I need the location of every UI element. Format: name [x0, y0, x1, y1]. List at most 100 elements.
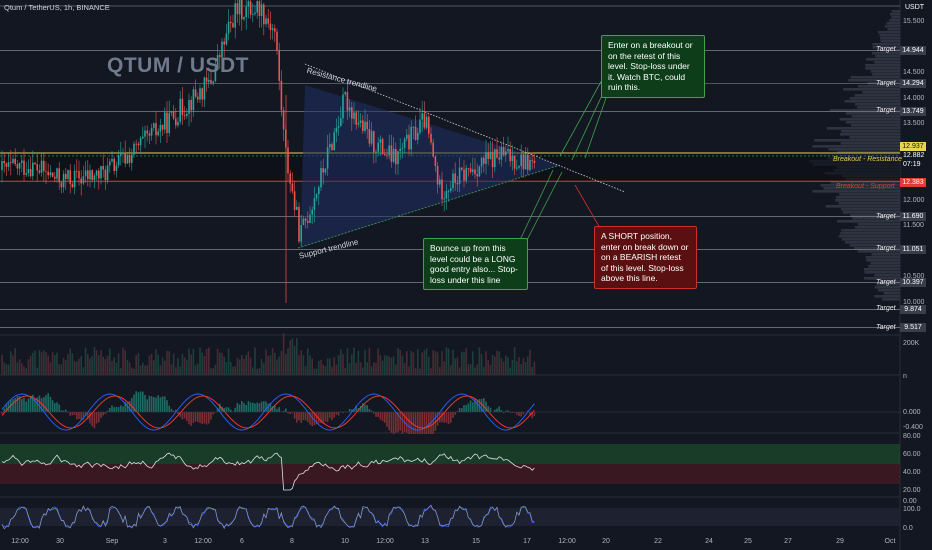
- volume-bar: [157, 354, 159, 375]
- macd-histogram-bar: [192, 412, 195, 424]
- macd-histogram-bar: [379, 412, 382, 420]
- volume-bar: [439, 367, 441, 375]
- volume-bar: [36, 367, 38, 375]
- candle-body: [219, 54, 221, 58]
- macd-histogram-bar: [133, 394, 135, 412]
- time-tick-label: 3: [163, 538, 167, 545]
- candle-body: [300, 225, 302, 242]
- volume-bar: [307, 348, 309, 375]
- volume-profile-bar: [840, 142, 900, 145]
- candle-body: [78, 171, 80, 179]
- volume-bar: [533, 361, 536, 375]
- short-note[interactable]: A SHORT position, enter on break down or…: [594, 226, 697, 289]
- macd-histogram-bar: [230, 409, 232, 412]
- volume-bar: [353, 347, 355, 375]
- volume-profile-bar: [841, 130, 900, 133]
- candle-body: [472, 169, 474, 173]
- candle-body: [225, 33, 228, 45]
- macd-histogram-bar: [335, 412, 338, 415]
- candle-body: [298, 206, 300, 242]
- volume-profile-bar: [872, 43, 900, 46]
- macd-histogram-bar: [269, 402, 272, 412]
- volume-profile-bar: [845, 112, 900, 115]
- candle-body: [142, 136, 144, 139]
- volume-bar: [529, 349, 531, 375]
- volume-bar: [322, 364, 324, 375]
- resistance-trendline: [304, 63, 626, 193]
- volume-profile-bar: [844, 100, 900, 103]
- volume-bar: [115, 362, 118, 375]
- macd-histogram-bar: [148, 395, 151, 412]
- candle-body: [60, 182, 63, 188]
- candle-body: [324, 168, 327, 173]
- volume-bar: [478, 347, 481, 375]
- candle-body: [516, 167, 518, 169]
- macd-histogram-bar: [49, 396, 52, 412]
- breakout-note[interactable]: Enter on a breakout or on the retest of …: [601, 35, 705, 98]
- macd-histogram-bar: [168, 405, 170, 412]
- macd-histogram-bar: [219, 403, 221, 412]
- volume-bar: [430, 368, 432, 375]
- candle-body: [155, 123, 157, 136]
- candle-body: [223, 41, 225, 45]
- volume-bar: [370, 366, 373, 375]
- candle-body: [500, 146, 503, 160]
- candle-body: [293, 191, 296, 210]
- candle-body: [170, 111, 173, 113]
- volume-bar: [236, 357, 239, 375]
- macd-histogram-bar: [324, 412, 327, 422]
- volume-bar: [315, 368, 318, 375]
- volume-bar: [375, 362, 377, 375]
- volume-bar: [254, 347, 256, 375]
- macd-histogram-bar: [21, 399, 23, 412]
- volume-bar: [443, 361, 445, 375]
- candle-body: [12, 158, 14, 163]
- volume-bar: [406, 351, 408, 375]
- candle-body: [483, 157, 485, 164]
- macd-histogram-bar: [23, 397, 25, 412]
- volume-bar: [188, 348, 190, 375]
- volume-bar: [344, 368, 346, 375]
- volume-profile-bar: [836, 196, 900, 199]
- volume-bar: [38, 349, 41, 375]
- stoch-band: [0, 508, 900, 526]
- volume-profile-bar: [884, 25, 900, 28]
- volume-bar: [516, 361, 518, 375]
- volume-bar: [359, 362, 362, 375]
- volume-bar: [258, 368, 261, 375]
- volume-profile-bar: [854, 247, 900, 250]
- macd-histogram-bar: [502, 412, 505, 414]
- candle-body: [27, 168, 30, 174]
- volume-profile-bar: [841, 208, 900, 211]
- candle-body: [1, 160, 3, 171]
- volume-profile-bar: [812, 190, 900, 193]
- macd-histogram-bar: [113, 407, 115, 412]
- volume-bar: [373, 362, 375, 375]
- volume-profile-bar: [874, 61, 900, 64]
- bounce-note[interactable]: Bounce up from this level could be a LON…: [423, 238, 528, 290]
- volume-bar: [175, 367, 177, 375]
- candle-body: [179, 98, 181, 122]
- candle-body: [362, 120, 364, 131]
- volume-bar: [278, 356, 280, 375]
- volume-bar: [238, 359, 241, 375]
- candle-body: [104, 169, 107, 181]
- candle-body: [227, 21, 230, 34]
- candle-body: [249, 1, 252, 15]
- candle-body: [21, 160, 23, 163]
- candle-body: [511, 155, 514, 162]
- macd-histogram-bar: [56, 402, 58, 412]
- volume-bar: [113, 357, 115, 375]
- macd-histogram-bar: [93, 412, 96, 429]
- macd-histogram-bar: [522, 412, 525, 415]
- volume-bar: [203, 356, 206, 375]
- macd-histogram-bar: [256, 402, 258, 412]
- volume-profile-bar: [854, 94, 900, 97]
- volume-bar: [23, 366, 25, 375]
- volume-bar: [214, 364, 217, 375]
- volume-bar: [392, 356, 395, 375]
- macd-histogram-bar: [100, 412, 102, 418]
- candle-body: [478, 166, 481, 177]
